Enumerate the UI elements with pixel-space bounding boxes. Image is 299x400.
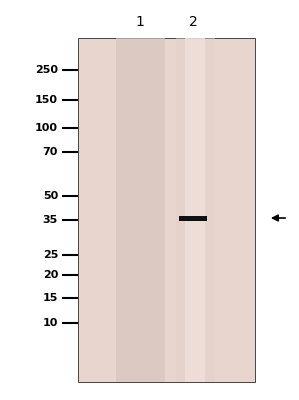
Text: 10: 10 — [43, 318, 58, 328]
Text: 2: 2 — [189, 15, 197, 29]
Text: 1: 1 — [135, 15, 144, 29]
Bar — [78, 38, 255, 382]
Text: 150: 150 — [35, 95, 58, 105]
Text: 20: 20 — [43, 270, 58, 280]
Bar — [176, 38, 215, 382]
Text: 250: 250 — [35, 65, 58, 75]
Text: 15: 15 — [43, 293, 58, 303]
Text: 50: 50 — [43, 191, 58, 201]
Text: 70: 70 — [43, 147, 58, 157]
Text: 25: 25 — [43, 250, 58, 260]
Bar — [179, 216, 207, 220]
Text: 35: 35 — [43, 215, 58, 225]
Bar — [116, 38, 165, 382]
Bar — [185, 38, 205, 382]
Text: 100: 100 — [35, 123, 58, 133]
